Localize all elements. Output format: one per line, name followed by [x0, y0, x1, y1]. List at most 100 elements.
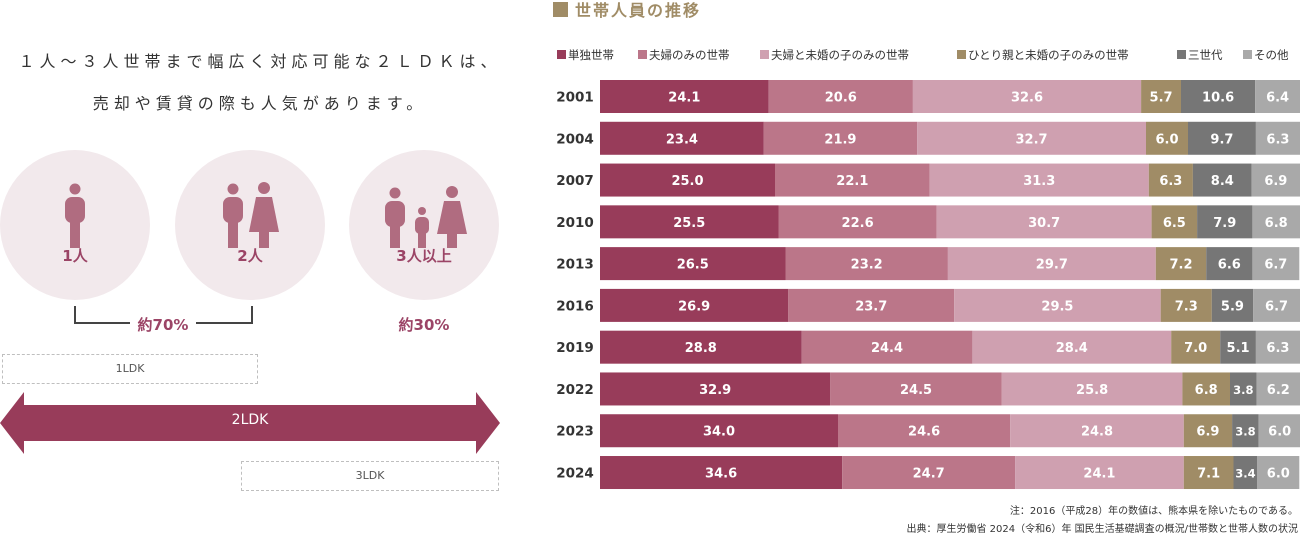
bar-segment	[1146, 121, 1188, 155]
data-label: 29.7	[1036, 258, 1068, 273]
bar-segment	[1141, 80, 1181, 113]
data-label: 24.6	[908, 425, 940, 440]
household-circle-2: 2人	[175, 150, 325, 300]
bar-segment	[1183, 414, 1233, 448]
data-label: 5.1	[1227, 341, 1250, 356]
bar-segment	[1233, 456, 1258, 490]
bar-segment	[768, 80, 913, 113]
data-label: 6.3	[1266, 341, 1289, 356]
household-label-1: 1人	[62, 247, 88, 265]
data-label: 28.4	[1056, 341, 1088, 356]
data-label: 3.4	[1235, 467, 1255, 481]
data-label: 3.8	[1233, 383, 1253, 397]
bar-segment	[1211, 288, 1254, 322]
data-label: 20.6	[825, 91, 857, 106]
category-label: 2016	[556, 298, 594, 314]
data-label: 25.8	[1076, 383, 1108, 398]
data-label: 32.6	[1011, 91, 1043, 106]
legend-swatch	[957, 50, 966, 59]
data-label: 24.7	[913, 467, 945, 482]
data-label: 8.4	[1211, 174, 1234, 189]
bar-segment	[1181, 80, 1256, 113]
category-label: 2007	[556, 173, 594, 189]
bar-segment	[1220, 330, 1256, 364]
category-label: 2001	[556, 90, 594, 106]
chart-note: 注：2016（平成28）年の数値は、熊本県を除いたものである。	[1009, 506, 1298, 517]
bar-segment	[830, 372, 1002, 406]
bar-segment	[788, 288, 955, 322]
bar-segment	[600, 288, 789, 322]
legend-label: 夫婦のみの世帯	[649, 48, 730, 62]
bar-segment	[842, 456, 1016, 490]
data-label: 7.2	[1169, 258, 1192, 273]
data-label: 26.9	[678, 299, 710, 314]
data-label: 24.1	[668, 91, 700, 106]
single-person-icon	[65, 183, 85, 248]
data-label: 7.9	[1213, 216, 1236, 231]
bar-segment	[1258, 414, 1300, 448]
percentage-large: 約30%	[398, 316, 450, 334]
data-label: 32.9	[699, 383, 731, 398]
data-label: 6.5	[1163, 216, 1186, 231]
legend-label: ひとり親と未婚の子のみの世帯	[968, 48, 1129, 62]
household-circle-1: 1人	[0, 150, 150, 300]
bar-segment	[600, 205, 779, 239]
bar-segment	[1255, 330, 1300, 364]
data-label: 21.9	[824, 132, 856, 147]
data-label: 34.6	[705, 467, 737, 482]
bar-segment	[600, 414, 838, 448]
category-label: 2023	[556, 424, 594, 440]
bar-segment	[972, 330, 1172, 364]
data-label: 10.6	[1202, 91, 1234, 106]
bar-segment	[1255, 80, 1300, 113]
bar-segment	[600, 456, 843, 490]
bar-segment	[1010, 414, 1184, 448]
bar-segment	[1148, 163, 1193, 197]
data-label: 22.6	[842, 216, 874, 231]
data-label: 6.9	[1264, 174, 1287, 189]
intro-line-1: １人〜３人世帯まで幅広く対応可能な２ＬＤＫは、	[18, 52, 502, 71]
data-label: 31.3	[1023, 174, 1055, 189]
bar-segment	[1160, 288, 1212, 322]
bar-segment	[785, 247, 948, 281]
layout-box-1ldk: 1LDK	[2, 354, 258, 384]
bar-segment	[775, 163, 930, 197]
data-label: 29.5	[1041, 299, 1073, 314]
bar-segment	[936, 205, 1152, 239]
bar-segment	[1155, 247, 1207, 281]
bar-segment	[763, 121, 918, 155]
data-label: 5.9	[1221, 299, 1244, 314]
bar-segment	[1171, 330, 1221, 364]
bar-segment	[1001, 372, 1183, 406]
data-label: 6.8	[1195, 383, 1218, 398]
bar-segment	[917, 121, 1146, 155]
chart-source: 出典：厚生労働省 2024（令和6）年 国民生活基礎調査の概況/世帯数と世帯人数…	[906, 524, 1298, 535]
legend-swatch	[557, 50, 566, 59]
bar-segment	[1192, 163, 1252, 197]
layout-box-3ldk: 3LDK	[241, 461, 499, 491]
bar-segment	[1252, 205, 1300, 239]
data-label: 23.4	[666, 132, 698, 147]
data-label: 6.8	[1265, 216, 1288, 231]
data-label: 6.0	[1155, 132, 1178, 147]
data-label: 7.0	[1184, 341, 1207, 356]
bar-segment	[954, 288, 1161, 322]
legend-swatch	[760, 50, 769, 59]
intro-line-2: 売却や賃貸の際も人気があります。	[92, 94, 428, 113]
bar-segment	[600, 163, 775, 197]
bar-segment	[838, 414, 1011, 448]
data-label: 6.7	[1265, 299, 1288, 314]
bar-segment	[1255, 121, 1300, 155]
category-label: 2019	[556, 340, 594, 356]
bar-segment	[1230, 372, 1257, 406]
bar-segment	[1257, 456, 1300, 490]
data-label: 9.7	[1210, 132, 1233, 147]
data-label: 6.4	[1266, 91, 1289, 106]
data-label: 34.0	[703, 425, 735, 440]
bar-segment	[600, 372, 831, 406]
left-panel: １人〜３人世帯まで幅広く対応可能な２ＬＤＫは、 売却や賃貸の際も人気があります。…	[0, 0, 520, 535]
data-label: 7.3	[1175, 299, 1198, 314]
bar-segment	[1206, 247, 1253, 281]
data-label: 25.5	[673, 216, 705, 231]
bar-segment	[1252, 247, 1300, 281]
